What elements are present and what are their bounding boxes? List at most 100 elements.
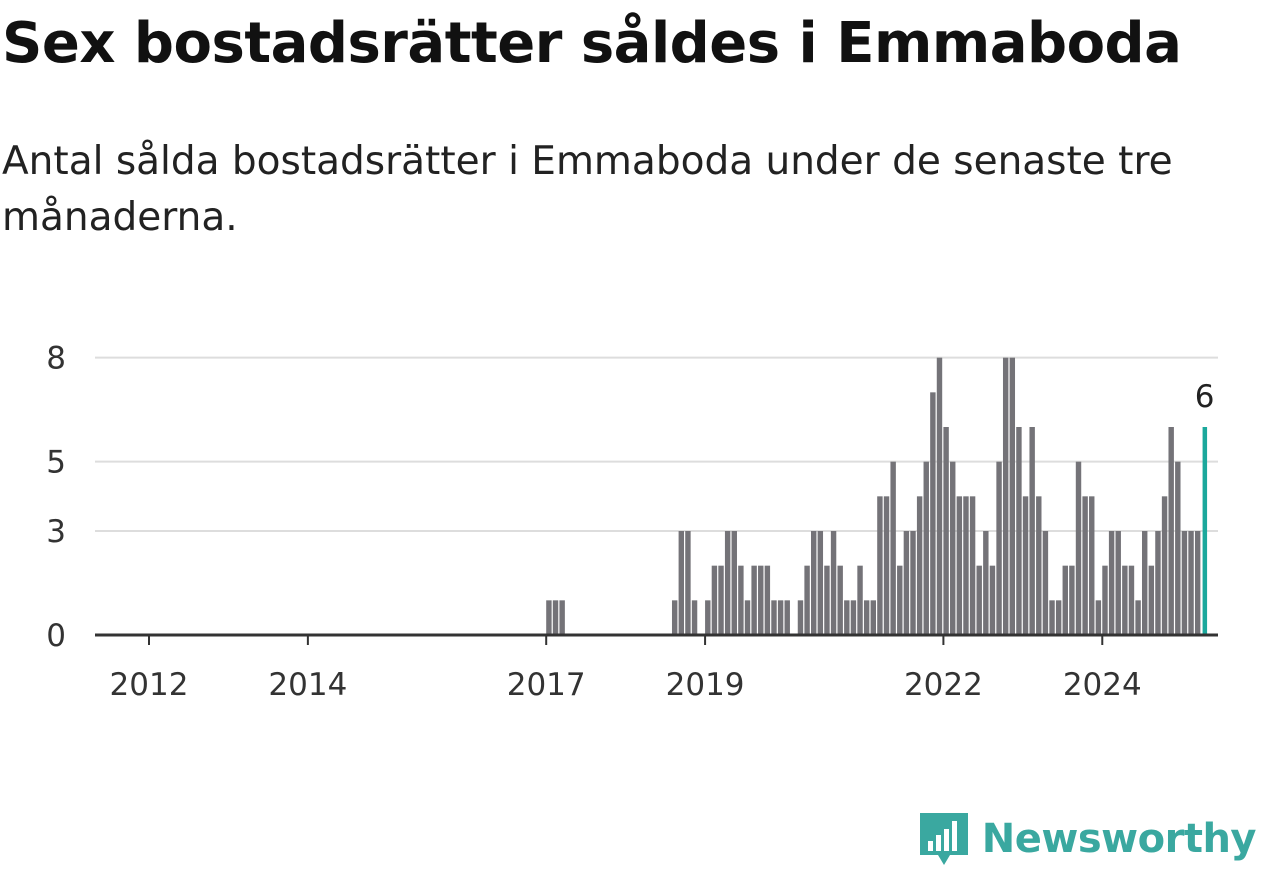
bar [1155, 531, 1161, 635]
y-tick-label: 8 [46, 341, 66, 377]
chart-subtitle: Antal sålda bostadsrätter i Emmaboda und… [2, 139, 1173, 240]
bar [903, 531, 910, 635]
x-tick-label: 2024 [1063, 667, 1142, 703]
bar [996, 461, 1002, 635]
bar [850, 600, 857, 635]
bar [1049, 600, 1055, 635]
y-tick-label: 0 [46, 618, 66, 654]
bar [691, 600, 698, 635]
bar [857, 565, 863, 635]
bar [671, 600, 678, 635]
y-axis-tick-labels: 0 3 5 8 [46, 341, 66, 654]
bar [1036, 496, 1042, 635]
bar [1148, 565, 1155, 635]
x-tick-label: 2022 [904, 667, 983, 703]
bar [685, 531, 691, 635]
bar [930, 392, 936, 635]
bar [1188, 531, 1194, 635]
bar [1095, 600, 1102, 635]
bar [969, 496, 976, 635]
bar [731, 531, 737, 635]
bar [863, 600, 870, 635]
bar [923, 461, 929, 635]
bar [738, 565, 744, 635]
bar [1089, 496, 1095, 635]
bar [552, 600, 559, 635]
bar [1108, 531, 1115, 635]
bar [559, 600, 565, 635]
bar [771, 600, 777, 635]
x-tick-label: 2017 [507, 667, 586, 703]
bar [546, 600, 552, 635]
bar [1102, 565, 1108, 635]
bar [837, 565, 843, 635]
bar-latest [1202, 427, 1208, 635]
bar [804, 565, 810, 635]
bar [797, 600, 804, 635]
bar [1175, 461, 1181, 635]
bar [910, 531, 916, 635]
bar [811, 531, 817, 635]
bar [824, 565, 830, 635]
bar [705, 600, 711, 635]
bar [890, 461, 896, 635]
bar [1194, 531, 1201, 635]
brand-name: Newsworthy [981, 816, 1257, 862]
bar [758, 565, 764, 635]
bar [777, 600, 784, 635]
bar [1082, 496, 1088, 635]
bar [877, 496, 883, 635]
bar [943, 427, 949, 635]
bar [870, 600, 876, 635]
x-axis-ticks: 2012 2014 2017 2019 2022 2024 [110, 635, 1142, 703]
chart-title: Sex bostadsrätter såldes i Emmaboda [2, 11, 1182, 76]
bar [744, 600, 751, 635]
bar [983, 531, 989, 635]
bar [1181, 531, 1188, 635]
bar [844, 600, 850, 635]
annotations: 6 [1195, 379, 1215, 415]
newsworthy-logo-icon [919, 813, 968, 865]
bar [916, 496, 923, 635]
bar [883, 496, 890, 635]
bar [678, 531, 685, 635]
bar [950, 461, 956, 635]
bar [784, 600, 790, 635]
bar [718, 565, 724, 635]
newsworthy-brand: Newsworthy [919, 811, 1257, 867]
bar [751, 565, 757, 635]
bar [1022, 496, 1029, 635]
bar [1042, 531, 1049, 635]
x-tick-label: 2012 [110, 667, 189, 703]
bar [1075, 461, 1082, 635]
bar [1142, 531, 1148, 635]
bar [1002, 357, 1009, 635]
bar [1069, 565, 1075, 635]
bar [936, 357, 943, 635]
bar [956, 496, 963, 635]
bar [1009, 357, 1016, 635]
bar [817, 531, 824, 635]
bar [1055, 600, 1062, 635]
bar [1135, 600, 1141, 635]
bar [1161, 496, 1168, 635]
bar [724, 531, 731, 635]
bar [1122, 565, 1128, 635]
x-tick-label: 2014 [268, 667, 347, 703]
bar [1062, 565, 1068, 635]
bar [1016, 427, 1022, 635]
bar [963, 496, 969, 635]
bar [976, 565, 982, 635]
x-tick-label: 2019 [666, 667, 745, 703]
y-tick-label: 3 [46, 514, 66, 550]
bar-chart: 0 3 5 8 2012 2014 2017 2019 2022 2024 6 [46, 341, 1218, 703]
bar [1168, 427, 1174, 635]
bar [764, 565, 771, 635]
gridlines [95, 356, 1218, 532]
bar [1115, 531, 1121, 635]
bar [711, 565, 718, 635]
bar [1029, 427, 1035, 635]
bar [1128, 565, 1135, 635]
bar [897, 565, 903, 635]
latest-value-label: 6 [1195, 379, 1215, 415]
